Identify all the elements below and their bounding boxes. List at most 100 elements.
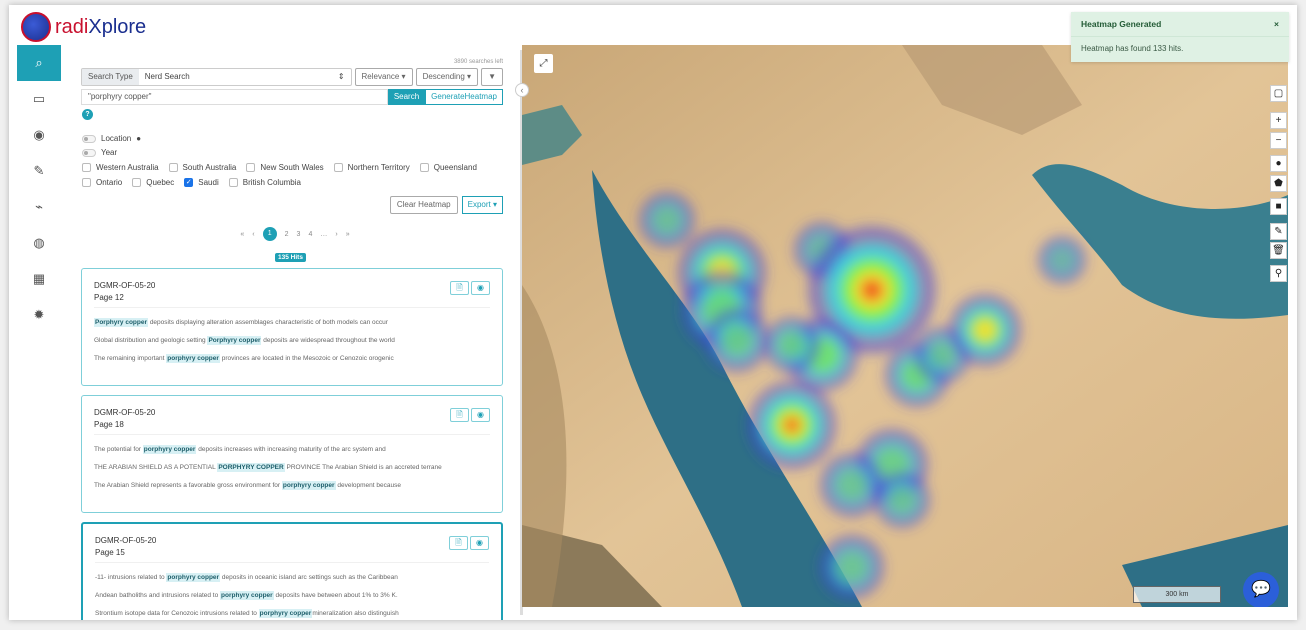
year-toggle[interactable]: Year (82, 148, 117, 157)
result-page: Page 18 (94, 420, 490, 435)
checkbox-label: Northern Territory (347, 163, 410, 172)
checkbox[interactable] (228, 178, 238, 187)
checkbox[interactable] (82, 178, 91, 187)
heatmap-blob (721, 324, 753, 356)
page-link[interactable]: 4 (308, 230, 313, 238)
checkbox[interactable] (132, 178, 142, 187)
heatmap-blob (888, 486, 916, 514)
page-link[interactable]: 2 (284, 230, 289, 238)
persian-gulf (1032, 164, 1288, 319)
filter-button[interactable]: ▼ (481, 68, 503, 86)
order-dropdown[interactable]: Descending ▾ (415, 68, 479, 86)
result-snippet: The remaining important porphyry copper … (94, 354, 490, 363)
search-type-select[interactable]: Search Type Nerd Search ⇕ (81, 68, 352, 86)
checkbox[interactable] (333, 163, 343, 172)
region-checkbox[interactable]: British Columbia (228, 178, 301, 187)
checkbox-label: British Columbia (242, 178, 301, 187)
scrollbar[interactable] (520, 50, 523, 615)
region-checkbox[interactable]: Queensland (419, 163, 477, 172)
result-snippet: Porphyry copper deposits displaying alte… (94, 318, 490, 327)
eye-icon: ◉ (477, 283, 484, 292)
export-dropdown[interactable]: Export ▾ (461, 196, 503, 214)
result-card[interactable]: DGMR-OF-05-20 Page 12 Porphyry copper depo… (81, 268, 503, 386)
fullscreen-button[interactable]: ⤢ (534, 54, 553, 73)
view-button[interactable]: ◉ (471, 281, 490, 295)
sidebar-item-eye[interactable]: ◉ (17, 117, 61, 153)
result-card[interactable]: DGMR-OF-05-20 Page 15 -11- intrusions rela… (81, 522, 503, 620)
result-snippet: Strontium isotope data for Cenozoic intr… (95, 609, 489, 618)
zoom-in-button[interactable]: + (1270, 112, 1287, 129)
result-actions: 🗎 ◉ (450, 281, 490, 295)
snippet-text: deposits increases with increasing matur… (196, 446, 386, 453)
logo[interactable]: radiXplore (21, 12, 146, 42)
snippet-text: PROVINCE The Arabian Shield is an accret… (284, 464, 442, 471)
sidebar-item-book[interactable]: ▭ (17, 81, 61, 117)
region-checkbox[interactable]: South Australia (168, 163, 236, 172)
page-link[interactable]: 3 (296, 230, 301, 238)
page-link[interactable]: ‹ (252, 230, 255, 238)
region-checkbox[interactable]: New South Wales (246, 163, 324, 172)
edit-button[interactable]: ✎ (1270, 223, 1287, 240)
search-map-button[interactable]: ⚲ (1270, 265, 1287, 282)
page-link[interactable]: › (335, 230, 338, 238)
result-snippet: THE ARABIAN SHIELD AS A POTENTIAL PORPHY… (94, 463, 490, 472)
page-link[interactable]: … (320, 230, 328, 238)
open-pdf-button[interactable]: 🗎 (450, 408, 469, 422)
draw-polygon-button[interactable]: ⬟ (1270, 175, 1287, 192)
region-checkbox[interactable]: Western Australia (82, 163, 159, 172)
page-link[interactable]: « (240, 230, 245, 238)
map[interactable]: ⤢ ▢ + − ● ⬟ ■ ✎ 🗑 ⚲ 300 km 💬 (522, 45, 1288, 607)
checkbox[interactable] (246, 163, 256, 172)
highlight: porphyry copper (166, 573, 221, 582)
region-checkbox[interactable]: Northern Territory (333, 163, 410, 172)
draw-rectangle-button[interactable]: ■ (1270, 198, 1287, 215)
collapse-panel-button[interactable]: ‹ (515, 83, 529, 97)
sort-dropdown[interactable]: Relevance ▾ (354, 68, 413, 86)
open-pdf-button[interactable]: 🗎 (450, 281, 469, 295)
region-checkbox[interactable]: ✓ Saudi (184, 178, 219, 187)
checkbox-label: Western Australia (96, 163, 159, 172)
sidebar-item-pencil[interactable]: ✎ (17, 153, 61, 189)
zoom-out-button[interactable]: − (1270, 132, 1287, 149)
checkbox[interactable]: ✓ (184, 178, 194, 187)
open-pdf-button[interactable]: 🗎 (449, 536, 468, 550)
view-button[interactable]: ◉ (470, 536, 489, 550)
sidebar-item-grid[interactable]: ▦ (17, 261, 61, 297)
highlight: porphyry copper (166, 354, 220, 363)
generate-heatmap-button[interactable]: GenerateHeatmap (425, 89, 503, 105)
page-link[interactable]: 1 (262, 227, 277, 241)
highlight: Porphyry copper (94, 318, 149, 327)
checkbox[interactable] (168, 163, 178, 172)
result-card[interactable]: DGMR-OF-05-20 Page 18 The potential for po… (81, 395, 503, 513)
view-button[interactable]: ◉ (471, 408, 490, 422)
sidebar-item-globe[interactable]: ◍ (17, 225, 61, 261)
checkbox[interactable] (419, 163, 429, 172)
heatmap-blob (928, 341, 956, 369)
region-checkbox[interactable]: Ontario (82, 178, 122, 187)
searches-left: 3890 searches left (453, 59, 503, 65)
result-actions: 🗎 ◉ (449, 536, 489, 550)
delete-button[interactable]: 🗑 (1270, 242, 1287, 259)
region-checkbox[interactable]: Quebec (132, 178, 174, 187)
search-input[interactable]: "porphyry copper" (81, 89, 388, 105)
help-icon[interactable]: ? (82, 109, 93, 120)
page-link[interactable]: » (345, 230, 350, 238)
clear-heatmap-button[interactable]: Clear Heatmap (389, 196, 458, 214)
result-page: Page 12 (94, 293, 490, 308)
checkbox[interactable] (82, 163, 91, 172)
toast-notification: Heatmap Generated × Heatmap has found 133… (1071, 12, 1289, 62)
close-icon[interactable]: × (1274, 19, 1279, 29)
pagination: « ‹ 1 2 3 4 … › » (79, 227, 511, 241)
sidebar-item-search[interactable]: ⌕ (17, 45, 61, 81)
search-panel: 3890 searches left Search Type Nerd Sear… (79, 45, 511, 620)
chat-button[interactable]: 💬 (1243, 572, 1279, 607)
snippet-text: Andean batholiths and intrusions related… (95, 592, 221, 599)
sidebar-item-chart[interactable]: ⌁ (17, 189, 61, 225)
checkbox-label: Ontario (96, 178, 123, 187)
search-button[interactable]: Search (387, 89, 426, 105)
location-toggle[interactable]: Location ● (82, 134, 141, 143)
sidebar-item-gear[interactable]: ✹ (17, 297, 61, 333)
layers-button[interactable]: ▢ (1270, 85, 1287, 102)
snippet-text: provinces are located in the Mesozoic or… (219, 355, 394, 362)
draw-circle-button[interactable]: ● (1270, 155, 1287, 172)
